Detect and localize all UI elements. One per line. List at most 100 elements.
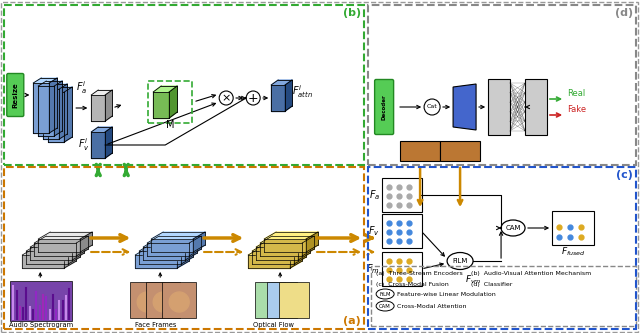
FancyBboxPatch shape <box>255 282 285 318</box>
Polygon shape <box>260 236 314 243</box>
FancyBboxPatch shape <box>382 252 422 286</box>
Text: Cross-Modal Attention: Cross-Modal Attention <box>397 303 467 308</box>
Polygon shape <box>92 90 112 95</box>
Text: (a)  Three-Stream Encoders: (a) Three-Stream Encoders <box>376 271 463 276</box>
Polygon shape <box>256 247 298 260</box>
Text: (a): (a) <box>344 316 361 326</box>
Text: (d)  Classifier: (d) Classifier <box>471 282 513 287</box>
Text: (c): (c) <box>616 170 633 180</box>
Text: $F_{fused}$: $F_{fused}$ <box>561 246 586 258</box>
Text: $F_{attn}^i$: $F_{attn}^i$ <box>292 83 313 100</box>
Polygon shape <box>264 232 318 239</box>
Text: $F_{vm}$: $F_{vm}$ <box>465 273 482 285</box>
Polygon shape <box>260 243 302 256</box>
Polygon shape <box>80 232 92 252</box>
Polygon shape <box>189 236 201 256</box>
Text: (b)  Audio-Visual Attention Mechanism: (b) Audio-Visual Attention Mechanism <box>471 271 591 276</box>
Polygon shape <box>252 251 294 264</box>
Polygon shape <box>193 232 205 252</box>
Polygon shape <box>147 243 189 256</box>
Ellipse shape <box>501 220 525 236</box>
Polygon shape <box>22 248 76 255</box>
FancyBboxPatch shape <box>130 282 164 318</box>
FancyBboxPatch shape <box>525 79 547 135</box>
Polygon shape <box>143 240 197 247</box>
Ellipse shape <box>376 289 394 299</box>
Text: $F_v$: $F_v$ <box>369 224 380 238</box>
Polygon shape <box>177 248 189 268</box>
Polygon shape <box>44 84 67 89</box>
Text: Face Frames: Face Frames <box>134 322 176 328</box>
Text: $F_v^i$: $F_v^i$ <box>77 136 89 153</box>
Polygon shape <box>30 240 84 247</box>
FancyBboxPatch shape <box>7 74 24 117</box>
Text: CAM: CAM <box>506 225 521 231</box>
FancyBboxPatch shape <box>10 281 72 321</box>
Text: M: M <box>166 120 175 130</box>
Polygon shape <box>38 239 80 252</box>
Text: Resize: Resize <box>12 82 19 108</box>
Polygon shape <box>48 87 72 92</box>
Text: Fake: Fake <box>567 105 586 114</box>
FancyBboxPatch shape <box>400 141 440 161</box>
Polygon shape <box>248 248 302 255</box>
Circle shape <box>424 99 440 115</box>
Polygon shape <box>76 236 88 256</box>
Polygon shape <box>285 80 292 111</box>
Polygon shape <box>135 248 189 255</box>
Polygon shape <box>140 251 181 264</box>
Polygon shape <box>38 81 62 86</box>
FancyBboxPatch shape <box>488 79 510 135</box>
Polygon shape <box>140 244 193 251</box>
Polygon shape <box>143 247 185 260</box>
Polygon shape <box>256 240 310 247</box>
Ellipse shape <box>376 301 394 311</box>
Text: ×: × <box>221 93 231 103</box>
Polygon shape <box>92 132 105 158</box>
Polygon shape <box>30 247 72 260</box>
Polygon shape <box>22 255 64 268</box>
Polygon shape <box>38 86 54 136</box>
Text: $F_a$: $F_a$ <box>369 188 380 202</box>
Text: FiLM: FiLM <box>380 291 391 296</box>
Text: FiLM: FiLM <box>452 258 468 264</box>
FancyBboxPatch shape <box>267 282 297 318</box>
Polygon shape <box>33 83 49 133</box>
Polygon shape <box>38 232 92 239</box>
Polygon shape <box>271 85 285 111</box>
FancyBboxPatch shape <box>279 282 309 318</box>
FancyBboxPatch shape <box>162 282 196 318</box>
Text: Real: Real <box>567 89 586 98</box>
Ellipse shape <box>447 252 473 269</box>
Polygon shape <box>252 244 306 251</box>
Polygon shape <box>302 236 314 256</box>
Polygon shape <box>151 239 193 252</box>
Text: Feature-wise Linear Modulation: Feature-wise Linear Modulation <box>397 291 496 296</box>
Polygon shape <box>68 244 80 264</box>
Text: Optical Flow: Optical Flow <box>253 322 294 328</box>
Polygon shape <box>181 244 193 264</box>
Text: (b): (b) <box>343 8 361 18</box>
Circle shape <box>137 292 157 312</box>
Polygon shape <box>92 95 105 121</box>
FancyBboxPatch shape <box>552 211 594 245</box>
Polygon shape <box>135 255 177 268</box>
Polygon shape <box>54 81 62 136</box>
Polygon shape <box>48 92 64 142</box>
Polygon shape <box>453 84 476 130</box>
Polygon shape <box>72 240 84 260</box>
Polygon shape <box>306 232 318 252</box>
Polygon shape <box>151 232 205 239</box>
Circle shape <box>219 91 233 105</box>
Polygon shape <box>26 244 80 251</box>
Polygon shape <box>64 87 72 142</box>
Polygon shape <box>105 90 112 121</box>
Polygon shape <box>298 240 310 260</box>
Circle shape <box>169 292 189 312</box>
FancyBboxPatch shape <box>146 282 180 318</box>
Polygon shape <box>294 244 306 264</box>
Polygon shape <box>290 248 302 268</box>
Polygon shape <box>26 251 68 264</box>
Polygon shape <box>60 84 67 139</box>
Polygon shape <box>35 243 76 256</box>
